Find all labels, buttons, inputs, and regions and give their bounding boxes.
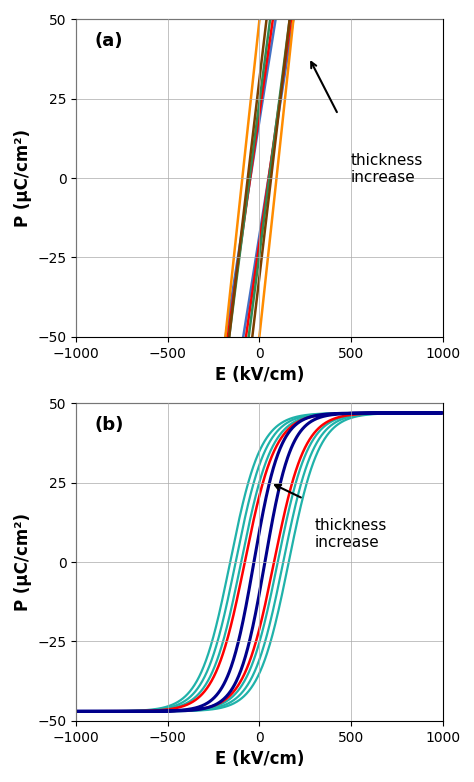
Text: thickness
increase: thickness increase (351, 152, 423, 185)
Y-axis label: P (μC/cm²): P (μC/cm²) (14, 129, 32, 227)
Text: thickness
increase: thickness increase (314, 518, 387, 550)
Y-axis label: P (μC/cm²): P (μC/cm²) (14, 513, 32, 612)
X-axis label: E (kV/cm): E (kV/cm) (215, 366, 304, 384)
Text: (b): (b) (95, 416, 124, 434)
X-axis label: E (kV/cm): E (kV/cm) (215, 750, 304, 768)
Text: (a): (a) (95, 32, 123, 50)
